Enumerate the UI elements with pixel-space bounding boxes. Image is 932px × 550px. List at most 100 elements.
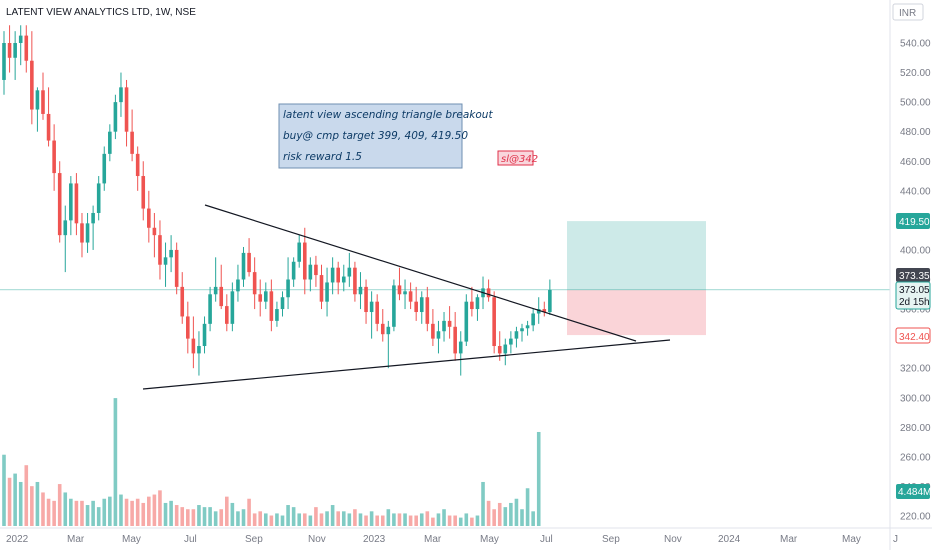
volume-bar (509, 502, 513, 526)
volume-bar (380, 515, 385, 526)
risk-reward-zones (0, 221, 890, 336)
target-price-tag: 419.50 (896, 213, 930, 229)
candle-body (419, 297, 424, 313)
x-tick-label: Nov (664, 534, 682, 545)
candle-body (130, 131, 134, 154)
volume-bar (425, 511, 430, 526)
y-tick-label: 520.00 (900, 68, 931, 79)
volume-bar (74, 500, 79, 526)
candle-body (197, 346, 201, 354)
trendlines (142, 204, 671, 390)
candle-body (163, 257, 168, 265)
annotation-line-3: risk reward 1.5 (283, 151, 362, 163)
candle-body (380, 323, 385, 335)
volume-bar (341, 511, 346, 526)
candle-body (96, 183, 101, 213)
chart-title: LATENT VIEW ANALYTICS LTD, 1W, NSE (6, 7, 196, 18)
volume-bar (180, 507, 185, 526)
y-tick-label: 300.00 (900, 393, 931, 404)
annotation-box: latent view ascending triangle breakout … (278, 103, 493, 169)
candle-body (74, 183, 79, 224)
candle-body (186, 316, 190, 339)
candle-body (213, 286, 218, 295)
volume-bar (124, 498, 129, 526)
y-tick-label: 260.00 (900, 452, 931, 463)
candle-body (7, 43, 12, 58)
y-tick-label: 500.00 (900, 98, 931, 109)
volume-bar (369, 511, 374, 526)
currency-badge[interactable]: INR (892, 3, 924, 21)
target-zone (567, 221, 706, 290)
time-axis[interactable]: 2022 Mar May Jul Sep Nov 2023 Mar May Jul Sep Nov 20… (0, 527, 932, 545)
volume-bar (152, 494, 157, 526)
x-tick-label: Mar (67, 534, 85, 545)
volume-bar (41, 492, 45, 526)
y-tick-label: 320.00 (900, 364, 931, 375)
volume-bar (30, 486, 34, 526)
x-tick-label: Jul (540, 534, 553, 545)
candle-body (63, 220, 68, 236)
svg-text:sl@342: sl@342 (501, 154, 538, 165)
y-tick-label: 460.00 (900, 157, 931, 168)
candle-body (386, 326, 391, 335)
candle-body (492, 297, 496, 347)
candle-body (470, 301, 474, 310)
candle-body (286, 279, 290, 298)
volume-bar (24, 465, 29, 526)
volume-bar (492, 509, 496, 526)
candle-body (236, 279, 240, 292)
volume-bar (514, 498, 519, 526)
volume-bar (208, 507, 212, 526)
volume-bar (319, 513, 324, 526)
volume-bar (241, 509, 246, 526)
volume-bar (135, 498, 140, 526)
candle-body (514, 331, 519, 339)
volume-bar (197, 505, 201, 526)
candle-body (24, 35, 29, 61)
volume-bar (330, 505, 335, 526)
candle-body (91, 212, 95, 224)
candle-body (269, 291, 274, 321)
support-trendline (142, 339, 671, 390)
volume-bar (475, 515, 480, 526)
volume-bar (275, 513, 279, 526)
volume-bar (141, 502, 146, 526)
candle-body (180, 286, 185, 317)
volume-bar (258, 511, 263, 526)
candle-body (497, 346, 502, 354)
candle-body (302, 242, 307, 280)
candle-body (375, 301, 379, 324)
candle-body (174, 249, 179, 287)
volume-bar (174, 505, 179, 526)
volume-bar (464, 513, 469, 526)
volume-bar (314, 507, 318, 526)
candle-body (314, 264, 318, 276)
volume-bar (225, 496, 229, 526)
volume-bar (397, 513, 402, 526)
candle-body (46, 113, 51, 141)
volume-bar (414, 515, 418, 526)
volume-bar (230, 502, 235, 526)
volume-bar (291, 507, 296, 526)
candle-body (263, 291, 268, 302)
svg-text:373.05: 373.05 (899, 285, 930, 296)
candle-body (158, 235, 162, 265)
volume-bar (297, 513, 302, 526)
candle-body (341, 276, 346, 283)
svg-text:4.484M: 4.484M (898, 487, 931, 498)
volume-bar (147, 496, 151, 526)
candle-body (225, 306, 229, 324)
volume-bar (85, 505, 90, 526)
svg-text:373.35: 373.35 (899, 271, 930, 282)
volume-bar (325, 511, 329, 526)
volume-bars (2, 398, 541, 526)
volume-bar (80, 500, 84, 526)
svg-text:419.50: 419.50 (899, 217, 930, 228)
volume-bar (531, 511, 535, 526)
resistance-trendline (204, 204, 637, 342)
candle-body (431, 323, 435, 339)
volume-bar (18, 481, 23, 526)
candle-body (297, 242, 302, 262)
candle-body (2, 43, 6, 80)
